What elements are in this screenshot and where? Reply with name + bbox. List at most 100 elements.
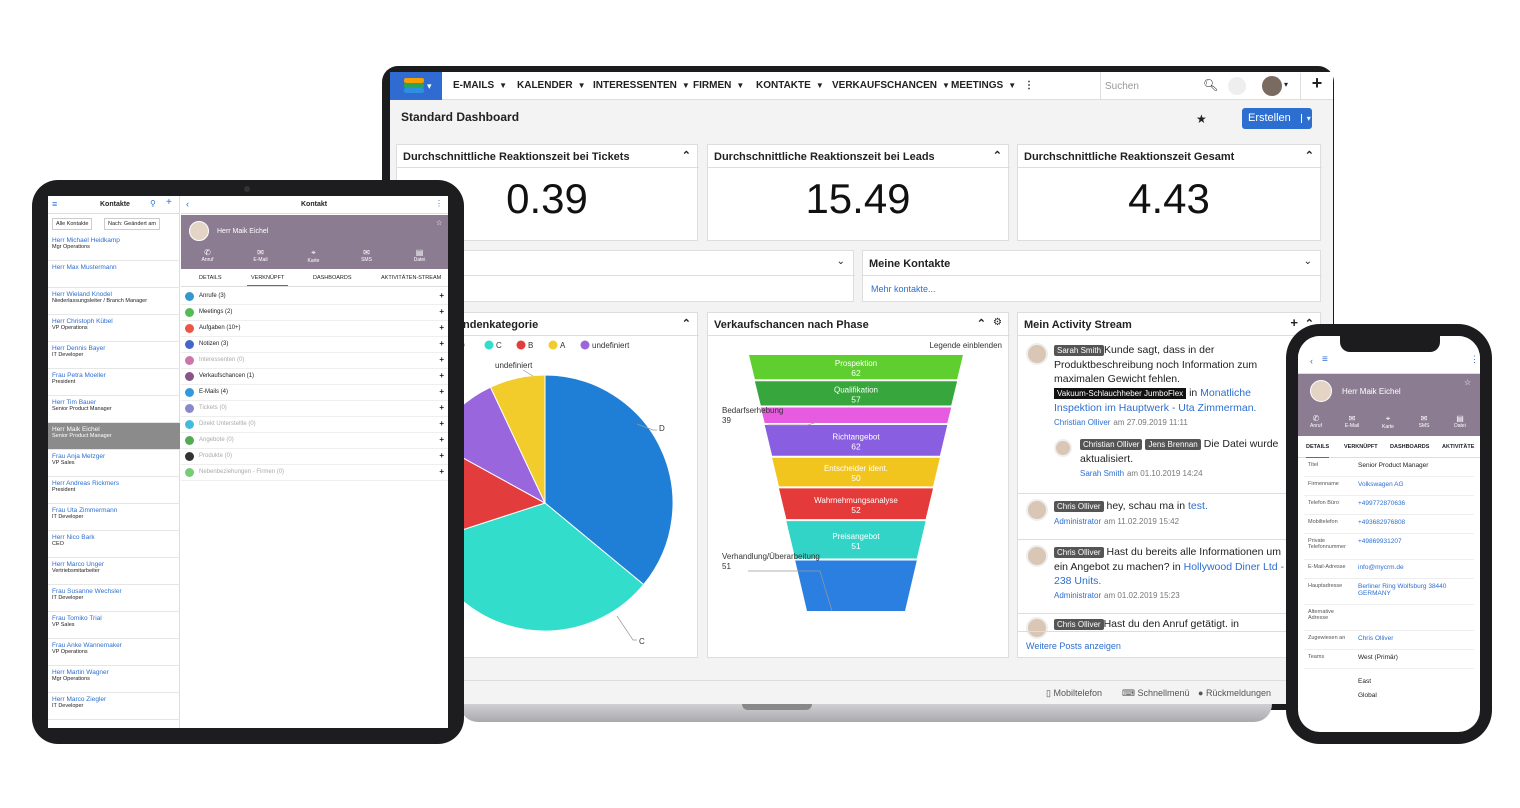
list-item[interactable]: Herr Andreas Rickmers President	[48, 477, 180, 504]
notification-icon[interactable]	[1228, 77, 1246, 95]
list-item[interactable]: Herr Martin Wagner Mgr Operations	[48, 666, 180, 693]
add-post-icon[interactable]: +	[1290, 315, 1298, 330]
action-4[interactable]: ▤ Datei	[393, 248, 446, 263]
back-icon[interactable]: ‹	[1310, 356, 1313, 366]
list-item[interactable]: Frau Anke Wannemaker VP Operations	[48, 639, 180, 666]
sort-dropdown[interactable]: Nach: Geändert am	[104, 218, 160, 230]
user-tag[interactable]: Chris Olliver	[1054, 501, 1104, 512]
field-value[interactable]: Chris Olliver	[1358, 635, 1394, 642]
nav-leads[interactable]: INTERESSENTEN ▼	[593, 80, 690, 91]
user-tag[interactable]: Sarah Smith	[1054, 345, 1105, 356]
add-icon[interactable]: +	[439, 355, 444, 364]
product-tag[interactable]: Vakuum-Schlauchheber JumboFlex	[1054, 388, 1187, 399]
more-icon[interactable]: ⋮	[435, 199, 443, 208]
nav-calendar[interactable]: KALENDER ▼	[517, 80, 586, 91]
add-icon[interactable]: +	[439, 435, 444, 444]
gear-icon[interactable]: ⚙	[993, 317, 1002, 328]
funnel-segment[interactable]	[760, 407, 952, 423]
tab-linked[interactable]: VERKNÜPFT	[1344, 444, 1378, 450]
subpanel-row[interactable]: Aufgaben (10+) +	[181, 321, 448, 337]
add-icon[interactable]: +	[439, 371, 444, 380]
subpanel-row[interactable]: Notizen (3) +	[181, 337, 448, 353]
list-item[interactable]: Frau Petra Moeller President	[48, 369, 180, 396]
list-item[interactable]: Herr Marco Unger Vertriebsmitarbeiter	[48, 558, 180, 585]
author-link[interactable]: Administrator	[1054, 591, 1102, 600]
list-item[interactable]: Frau Susanne Wechsler IT Developer	[48, 585, 180, 612]
record-link[interactable]: Monatliche Inspektion im Hauptwerk - Uta…	[1054, 387, 1257, 414]
hamburger-icon[interactable]: ≡	[1322, 354, 1328, 365]
collapse-icon[interactable]: ⌃	[681, 318, 691, 330]
star-icon[interactable]: ★	[1196, 112, 1207, 126]
list-item[interactable]: Herr Wieland Knodel Niederlassungsleiter …	[48, 288, 180, 315]
search-input[interactable]: Suchen	[1100, 72, 1250, 100]
add-icon[interactable]: +	[439, 403, 444, 412]
subpanel-row[interactable]: E-Mails (4) +	[181, 385, 448, 401]
list-item[interactable]: Herr Maik Eichel Senior Product Manager	[48, 423, 180, 450]
add-icon[interactable]: +	[439, 467, 444, 476]
add-icon[interactable]: +	[439, 339, 444, 348]
record-link[interactable]: test.	[1188, 500, 1208, 512]
hamburger-icon[interactable]: ≡	[52, 199, 58, 209]
create-button[interactable]: Erstellen ▾	[1242, 108, 1312, 129]
app-logo-menu[interactable]: ▾	[390, 72, 442, 100]
funnel-segment[interactable]	[778, 488, 934, 520]
action-2[interactable]: ⌖ Karte	[287, 248, 340, 264]
list-item[interactable]: Herr Marco Ziegler IT Developer	[48, 693, 180, 720]
add-icon[interactable]: +	[439, 419, 444, 428]
user-tag[interactable]: Jens Brennan	[1145, 439, 1201, 450]
filter-all-contacts[interactable]: Alle Kontakte	[52, 218, 93, 230]
field-value[interactable]: +493682976808	[1358, 519, 1406, 526]
funnel-segment[interactable]	[749, 355, 963, 380]
search-icon[interactable]: 🔍︎	[1203, 78, 1219, 92]
collapse-icon[interactable]: ⌃	[1304, 318, 1314, 330]
list-item[interactable]: Herr Tim Bauer Senior Product Manager	[48, 396, 180, 423]
subpanel-row[interactable]: Verkaufschancen (1) +	[181, 369, 448, 385]
legend-toggle[interactable]: Legende einblenden	[929, 341, 1002, 350]
tab-activity[interactable]: AKTIVITÄTEN-STREAM	[381, 275, 442, 281]
list-item[interactable]: Frau Uta Zimmermann IT Developer	[48, 504, 180, 531]
back-icon[interactable]: ‹	[186, 199, 189, 209]
user-tag[interactable]: Christian Olliver	[1080, 439, 1143, 450]
search-icon[interactable]: ⚲	[150, 199, 156, 208]
action-4[interactable]: ▤ Datei	[1442, 414, 1478, 429]
list-item[interactable]: Herr Nico Bark CEO	[48, 531, 180, 558]
collapse-icon[interactable]: ⌃	[992, 150, 1002, 162]
list-item[interactable]: Herr Dennis Bayer IT Developer	[48, 342, 180, 369]
pie-slice-a[interactable]	[489, 374, 546, 504]
list-item[interactable]: Herr Christoph Kübel VP Operations	[48, 315, 180, 342]
tab-linked[interactable]: VERKNÜPFT	[247, 275, 289, 286]
author-link[interactable]: Administrator	[1054, 517, 1102, 526]
field-value[interactable]: Berliner Ring Wolfsburg 38440 GERMANY	[1358, 583, 1447, 597]
legend-label[interactable]: undefiniert	[592, 341, 630, 350]
add-icon[interactable]: +	[439, 387, 444, 396]
star-icon[interactable]: ☆	[1464, 378, 1472, 387]
more-icon[interactable]: ⋮	[1470, 354, 1479, 364]
subpanel-row[interactable]: Tickets (0) +	[181, 401, 448, 417]
author-link[interactable]: Sarah Smith	[1080, 469, 1125, 478]
collapse-icon[interactable]: ⌃	[681, 150, 691, 162]
funnel-segment[interactable]	[764, 424, 948, 456]
subpanel-row[interactable]: Meetings (2) +	[181, 305, 448, 321]
subpanel-row[interactable]: Anrufe (3) +	[181, 289, 448, 305]
record-link[interactable]: Hollywood Diner Ltd - 238 Units.	[1054, 561, 1284, 587]
collapse-icon[interactable]: ⌃	[976, 318, 986, 330]
chevron-down-icon[interactable]: ▾	[1284, 80, 1289, 89]
quick-create-plus-icon[interactable]: +	[1300, 73, 1333, 100]
field-value[interactable]: info@mycrm.de	[1358, 564, 1404, 571]
tab-activity[interactable]: AKTIVITÄTE	[1442, 444, 1475, 450]
legend-label[interactable]: A	[560, 341, 566, 350]
action-0[interactable]: ✆ Anruf	[181, 248, 234, 263]
funnel-segment[interactable]	[795, 560, 917, 611]
action-3[interactable]: ✉ SMS	[340, 248, 393, 263]
funnel-segment[interactable]	[786, 521, 926, 559]
list-item[interactable]: Frau Tomiko Trial VP Sales	[48, 612, 180, 639]
funnel-segment[interactable]	[754, 381, 958, 406]
nav-meetings[interactable]: MEETINGS ▼	[951, 80, 1017, 91]
nav-emails[interactable]: E-MAILS ▼	[453, 80, 508, 91]
tab-dashboards[interactable]: DASHBOARDS	[313, 275, 352, 281]
legend-label[interactable]: C	[496, 341, 502, 350]
footer-quickmenu[interactable]: ⌨ Schnellmenü	[1122, 688, 1190, 698]
tab-details[interactable]: DETAILS	[1306, 444, 1330, 458]
chevron-down-icon[interactable]: ⌄	[836, 256, 845, 267]
field-value[interactable]: +49869931207	[1358, 538, 1402, 545]
